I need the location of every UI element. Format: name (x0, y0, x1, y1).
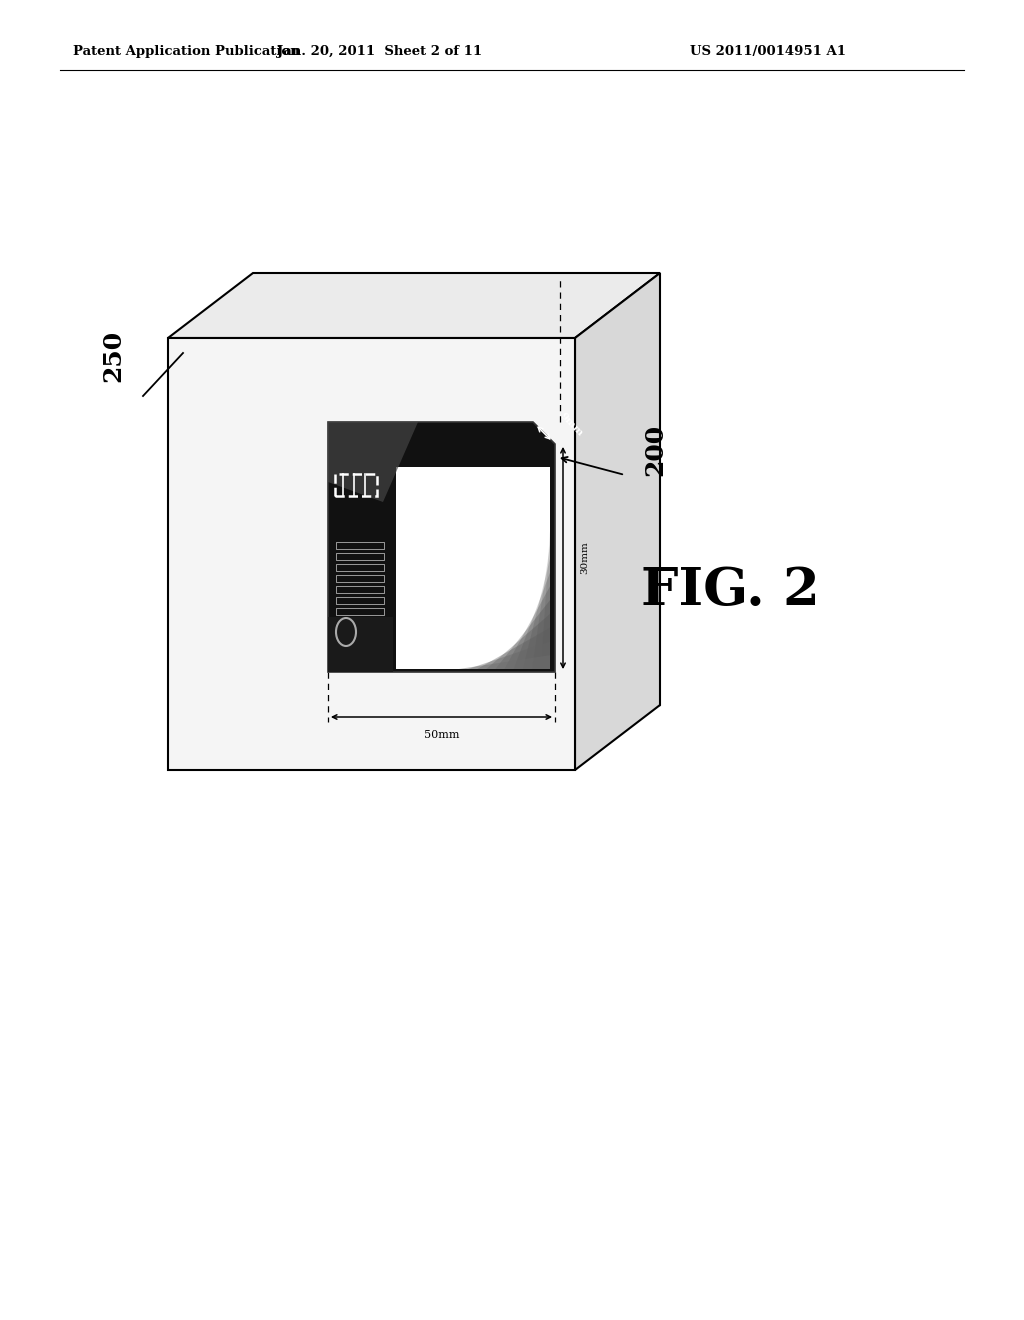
Polygon shape (459, 655, 550, 669)
Polygon shape (486, 614, 550, 669)
Bar (336, 586, 384, 593)
Polygon shape (496, 601, 550, 669)
Polygon shape (328, 616, 393, 672)
Text: 50mm: 50mm (424, 730, 459, 741)
Polygon shape (168, 338, 575, 770)
Bar (336, 564, 384, 572)
Text: 250: 250 (101, 330, 125, 381)
Polygon shape (575, 273, 660, 770)
Text: 30mm: 30mm (581, 541, 590, 574)
Bar (336, 609, 384, 615)
Text: Patent Application Publication: Patent Application Publication (73, 45, 300, 58)
Bar (336, 553, 384, 560)
Bar (336, 543, 384, 549)
Bar (336, 597, 384, 605)
Text: 200: 200 (643, 424, 667, 477)
Polygon shape (328, 422, 418, 502)
Polygon shape (514, 573, 550, 669)
Text: Jan. 20, 2011  Sheet 2 of 11: Jan. 20, 2011 Sheet 2 of 11 (278, 45, 482, 58)
Polygon shape (522, 558, 550, 669)
Text: 9mm: 9mm (558, 412, 585, 438)
Bar (335, 474, 377, 496)
Polygon shape (468, 642, 550, 669)
Text: FIG. 2: FIG. 2 (641, 565, 819, 615)
Polygon shape (328, 422, 555, 672)
Text: US 2011/0014951 A1: US 2011/0014951 A1 (690, 45, 846, 58)
Polygon shape (541, 531, 550, 669)
Polygon shape (477, 628, 550, 669)
Polygon shape (505, 586, 550, 669)
Polygon shape (531, 545, 550, 669)
Polygon shape (168, 273, 660, 338)
Bar (336, 576, 384, 582)
Polygon shape (396, 467, 550, 669)
